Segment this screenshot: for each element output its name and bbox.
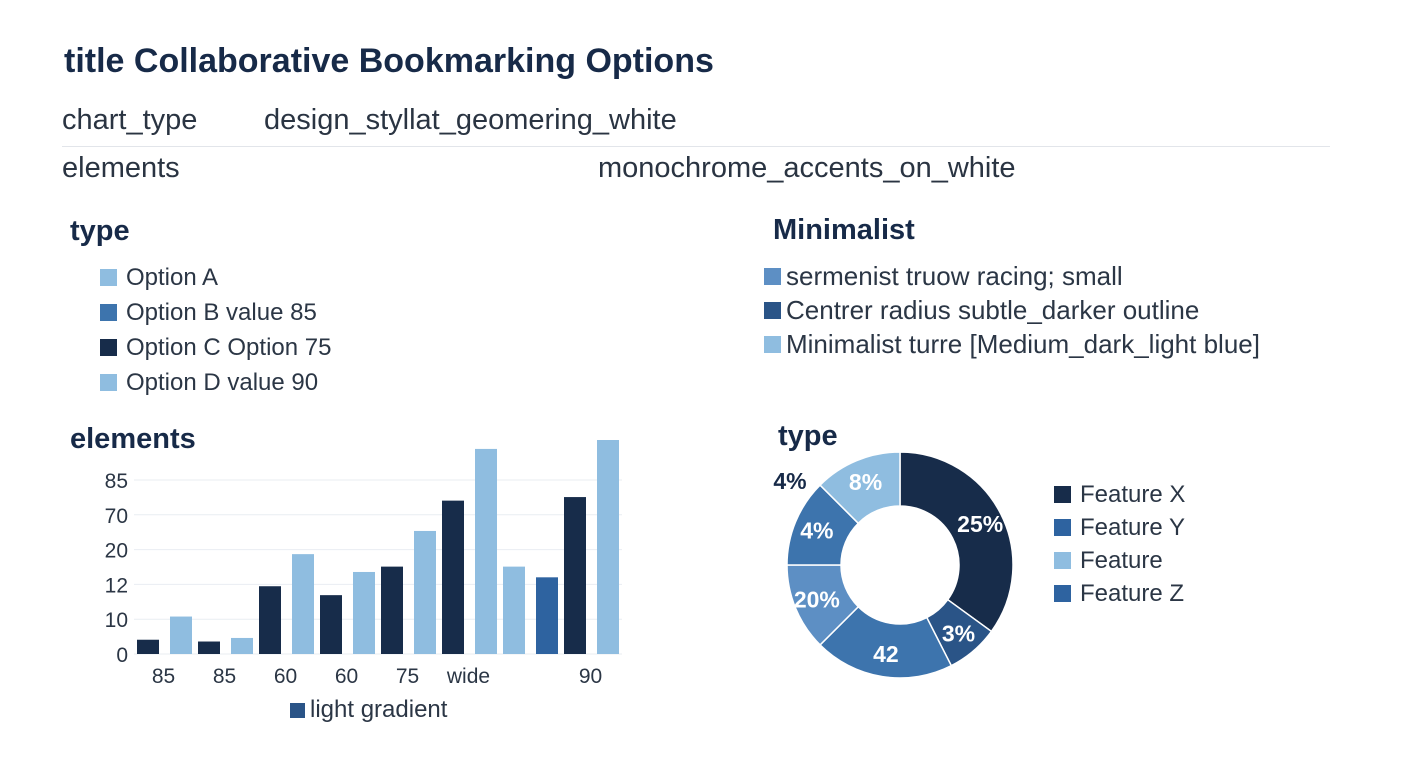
legend-label: Feature X	[1080, 480, 1186, 508]
bar	[597, 440, 619, 654]
bar	[414, 530, 436, 654]
legend-swatch-icon	[1054, 585, 1071, 602]
bar	[292, 554, 314, 654]
bar	[536, 577, 558, 654]
swatch-icon	[100, 339, 117, 356]
y-tick-label: 20	[105, 540, 128, 563]
outside-slice-label: 4%	[773, 468, 806, 494]
slice-label: 42	[873, 641, 899, 667]
legend-label: Feature	[1080, 546, 1163, 574]
slice-label: 3%	[942, 620, 975, 646]
donut-slice	[899, 451, 1014, 633]
bar	[231, 637, 253, 654]
legend-item: Feature	[1054, 544, 1185, 577]
y-tick-label: 85	[105, 470, 128, 493]
list-item: Option A	[100, 260, 331, 295]
bar	[259, 586, 281, 654]
x-tick-label: 60	[274, 665, 297, 688]
legend-swatch-icon	[290, 702, 305, 718]
list-item: sermenist truow racing; small	[764, 259, 1260, 293]
swatch-icon	[100, 374, 117, 391]
bar	[170, 616, 192, 654]
chart-type-label: chart_type	[62, 104, 198, 136]
swatch-icon	[764, 267, 781, 285]
donut-slice	[819, 605, 953, 679]
list-item-label: Centrer radius subtle_darker outline	[786, 294, 1200, 325]
x-tick-label: 60	[335, 665, 358, 688]
slice-label: 4%	[800, 518, 833, 544]
slice-label: 25%	[957, 511, 1003, 537]
list-item-label: Option A	[126, 263, 219, 291]
elements-label: elements	[62, 152, 180, 184]
x-tick-label: 85	[213, 665, 236, 688]
swatch-icon	[764, 301, 781, 319]
swatch-icon	[100, 304, 117, 321]
option-list: Option A Option B value 85 Option C Opti…	[100, 260, 331, 400]
design-style-value: design_styllat_geomering_white	[264, 104, 677, 136]
legend-swatch-icon	[1054, 552, 1071, 569]
bar	[137, 639, 159, 654]
list-item: Centrer radius subtle_darker outline	[764, 293, 1260, 327]
x-tick-label: 90	[579, 665, 602, 688]
list-item: Option B value 85	[100, 295, 331, 330]
list-item-label: Option D value 90	[126, 368, 319, 396]
donut-chart: 25% 3% 42 20% 4% 8% 4%	[773, 451, 1014, 679]
bar	[381, 566, 403, 654]
type-heading: type	[70, 215, 130, 247]
bar	[475, 448, 497, 654]
bar	[198, 641, 220, 654]
donut-legend: Feature X Feature Y Feature Feature Z	[1054, 478, 1185, 610]
legend-swatch-icon	[1054, 486, 1071, 503]
swatch-icon	[764, 335, 781, 353]
donut-chart-title: type	[778, 420, 838, 452]
x-tick-label: 85	[152, 665, 175, 688]
divider	[62, 146, 1330, 147]
list-item: Option D value 90	[100, 365, 331, 400]
swatch-icon	[100, 269, 117, 286]
slice-label: 20%	[794, 586, 840, 612]
legend-swatch-icon	[1054, 519, 1071, 536]
legend-label: Feature Z	[1080, 579, 1185, 607]
list-item-label: Option B value 85	[126, 298, 317, 326]
legend-label: Feature Y	[1080, 513, 1185, 541]
list-item: Option C Option 75	[100, 330, 331, 365]
list-item: Minimalist turre [Medium_dark_light blue…	[764, 327, 1260, 361]
legend-item: Feature Z	[1054, 577, 1185, 610]
bar-chart: 0 10 12 20 70 85 85 85 60 60 75 wide 90	[105, 440, 622, 688]
page-title: title Collaborative Bookmarking Options	[64, 42, 714, 80]
bar	[320, 595, 342, 654]
x-tick-label: wide	[446, 665, 490, 688]
bar-chart-title: elements	[70, 423, 196, 455]
y-tick-label: 12	[105, 574, 128, 597]
legend-item: Feature Y	[1054, 511, 1185, 544]
bar	[353, 571, 375, 654]
legend-label: light gradient	[310, 696, 448, 723]
elements-value: monochrome_accents_on_white	[598, 152, 1016, 184]
list-item-label: sermenist truow racing; small	[786, 260, 1123, 291]
bar-chart-legend: light gradient	[290, 696, 447, 724]
legend-item: Feature X	[1054, 478, 1185, 511]
minimalist-list: sermenist truow racing; small Centrer ra…	[764, 259, 1260, 361]
y-tick-label: 70	[105, 505, 128, 528]
x-tick-label: 75	[396, 665, 419, 688]
bar	[503, 566, 525, 654]
y-tick-label: 0	[116, 644, 128, 667]
list-item-label: Option C Option 75	[126, 333, 332, 361]
y-tick-label: 10	[105, 609, 128, 632]
donut-slice	[819, 451, 901, 525]
list-item-label: Minimalist turre [Medium_dark_light blue…	[786, 328, 1260, 359]
minimalist-heading: Minimalist	[773, 214, 915, 246]
bar	[442, 500, 464, 654]
bar	[564, 497, 586, 654]
slice-label: 8%	[849, 469, 882, 495]
